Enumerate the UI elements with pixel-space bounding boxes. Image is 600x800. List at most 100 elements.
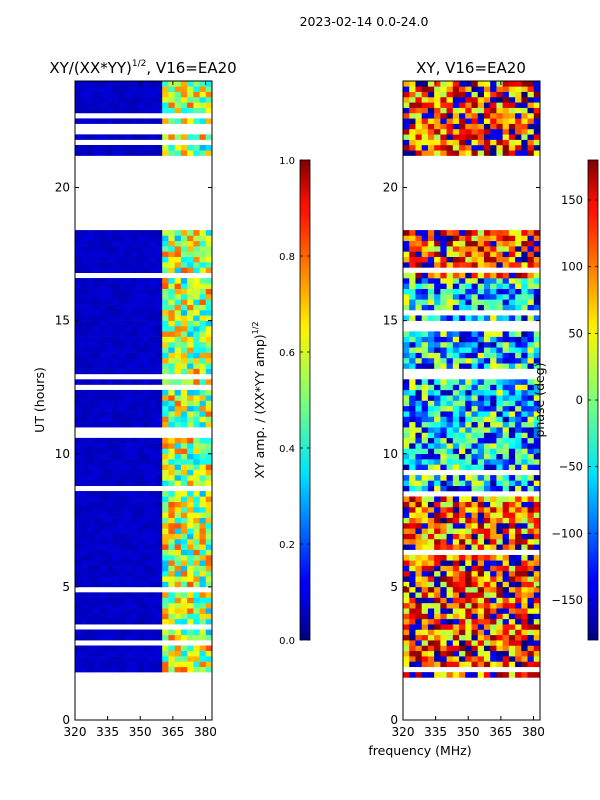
heatmap-cell bbox=[75, 501, 82, 508]
heatmap-cell bbox=[459, 618, 466, 625]
heatmap-cell bbox=[427, 150, 435, 156]
heatmap-cell bbox=[483, 283, 491, 289]
heatmap-cell bbox=[421, 102, 429, 108]
heatmap-cell bbox=[143, 554, 151, 561]
heatmap-cell bbox=[149, 86, 157, 92]
heatmap-cell bbox=[496, 538, 504, 545]
heatmap-cell bbox=[415, 357, 423, 364]
heatmap-cell bbox=[440, 389, 448, 396]
heatmap-cell bbox=[483, 576, 491, 582]
heatmap-cell bbox=[496, 256, 504, 263]
heatmap-cell bbox=[471, 432, 479, 439]
heatmap-cell bbox=[112, 134, 120, 140]
heatmap-cell bbox=[205, 533, 212, 540]
heatmap-cell bbox=[187, 262, 194, 268]
heatmap-cell bbox=[533, 581, 540, 588]
heatmap-cell bbox=[149, 230, 157, 236]
heatmap-cell bbox=[409, 570, 416, 577]
heatmap-cell bbox=[162, 565, 169, 572]
heatmap-cell bbox=[521, 501, 529, 508]
heatmap-cell bbox=[403, 112, 410, 119]
heatmap-cell bbox=[459, 256, 466, 263]
heatmap-cell bbox=[409, 150, 416, 156]
heatmap-cell bbox=[112, 443, 120, 449]
heatmap-cell bbox=[446, 576, 454, 582]
heatmap-cell bbox=[155, 592, 163, 598]
heatmap-cell bbox=[483, 405, 491, 412]
heatmap-cell bbox=[99, 331, 107, 337]
heatmap-cell bbox=[131, 134, 138, 140]
heatmap-cell bbox=[527, 592, 535, 598]
heatmap-cell bbox=[415, 618, 423, 625]
heatmap-cell bbox=[93, 81, 101, 87]
heatmap-cell bbox=[137, 437, 144, 444]
heatmap-cell bbox=[81, 288, 88, 295]
heatmap-cell bbox=[143, 613, 151, 620]
heatmap-cell bbox=[187, 538, 194, 545]
heatmap-cell bbox=[521, 144, 529, 151]
heatmap-cell bbox=[193, 576, 201, 582]
heatmap-cell bbox=[471, 96, 479, 103]
heatmap-cell bbox=[508, 453, 516, 460]
heatmap-cell bbox=[193, 544, 201, 550]
heatmap-cell bbox=[440, 107, 448, 114]
heatmap-cell bbox=[409, 507, 416, 513]
heatmap-cell bbox=[180, 645, 188, 652]
heatmap-cell bbox=[124, 395, 132, 401]
heatmap-cell bbox=[446, 554, 454, 561]
heatmap-cell bbox=[527, 613, 535, 620]
heatmap-cell bbox=[490, 256, 497, 263]
heatmap-cell bbox=[205, 581, 212, 588]
heatmap-cell bbox=[149, 443, 157, 449]
heatmap-cell bbox=[477, 112, 485, 119]
heatmap-cell bbox=[452, 96, 460, 103]
heatmap-cell bbox=[403, 656, 410, 662]
heatmap-cell bbox=[483, 443, 491, 449]
heatmap-cell bbox=[521, 443, 529, 449]
heatmap-cell bbox=[168, 91, 176, 98]
heatmap-cell bbox=[124, 656, 132, 662]
heatmap-cell bbox=[199, 262, 207, 268]
heatmap-cell bbox=[502, 453, 510, 460]
heatmap-cell bbox=[415, 251, 423, 258]
heatmap-cell bbox=[87, 629, 95, 636]
heatmap-cell bbox=[477, 602, 485, 609]
heatmap-cell bbox=[409, 262, 416, 268]
heatmap-cell bbox=[87, 437, 95, 444]
heatmap-cell bbox=[502, 624, 510, 630]
heatmap-cell bbox=[434, 496, 441, 502]
heatmap-cell bbox=[193, 357, 201, 364]
heatmap-cell bbox=[427, 576, 435, 582]
heatmap-cell bbox=[93, 347, 101, 353]
heatmap-cell bbox=[162, 597, 169, 604]
heatmap-cell bbox=[452, 123, 460, 130]
heatmap-cell bbox=[502, 517, 510, 524]
heatmap-cell bbox=[149, 613, 157, 620]
heatmap-cell bbox=[149, 235, 157, 242]
heatmap-cell bbox=[459, 443, 466, 449]
heatmap-cell bbox=[496, 501, 504, 508]
heatmap-cell bbox=[149, 437, 157, 444]
heatmap-cell bbox=[180, 570, 188, 577]
heatmap-cell bbox=[409, 629, 416, 636]
heatmap-cell bbox=[515, 235, 522, 242]
heatmap-cell bbox=[465, 501, 472, 508]
heatmap-cell bbox=[87, 144, 95, 151]
amplitude-title-sup: 1/2 bbox=[132, 59, 146, 69]
heatmap-cell bbox=[149, 464, 157, 471]
heatmap-cell bbox=[452, 251, 460, 258]
heatmap-cell bbox=[106, 320, 113, 327]
heatmap-cell bbox=[81, 405, 88, 412]
heatmap-cell bbox=[496, 411, 504, 417]
heatmap-cell bbox=[112, 522, 120, 529]
colorbar-tick-label: 50 bbox=[568, 326, 583, 340]
heatmap-cell bbox=[409, 645, 416, 652]
heatmap-cell bbox=[162, 656, 169, 662]
heatmap-cell bbox=[180, 618, 188, 625]
heatmap-cell bbox=[180, 554, 188, 561]
heatmap-cell bbox=[162, 262, 169, 268]
heatmap-cell bbox=[187, 416, 194, 423]
heatmap-cell bbox=[465, 522, 472, 529]
heatmap-cell bbox=[415, 81, 423, 87]
